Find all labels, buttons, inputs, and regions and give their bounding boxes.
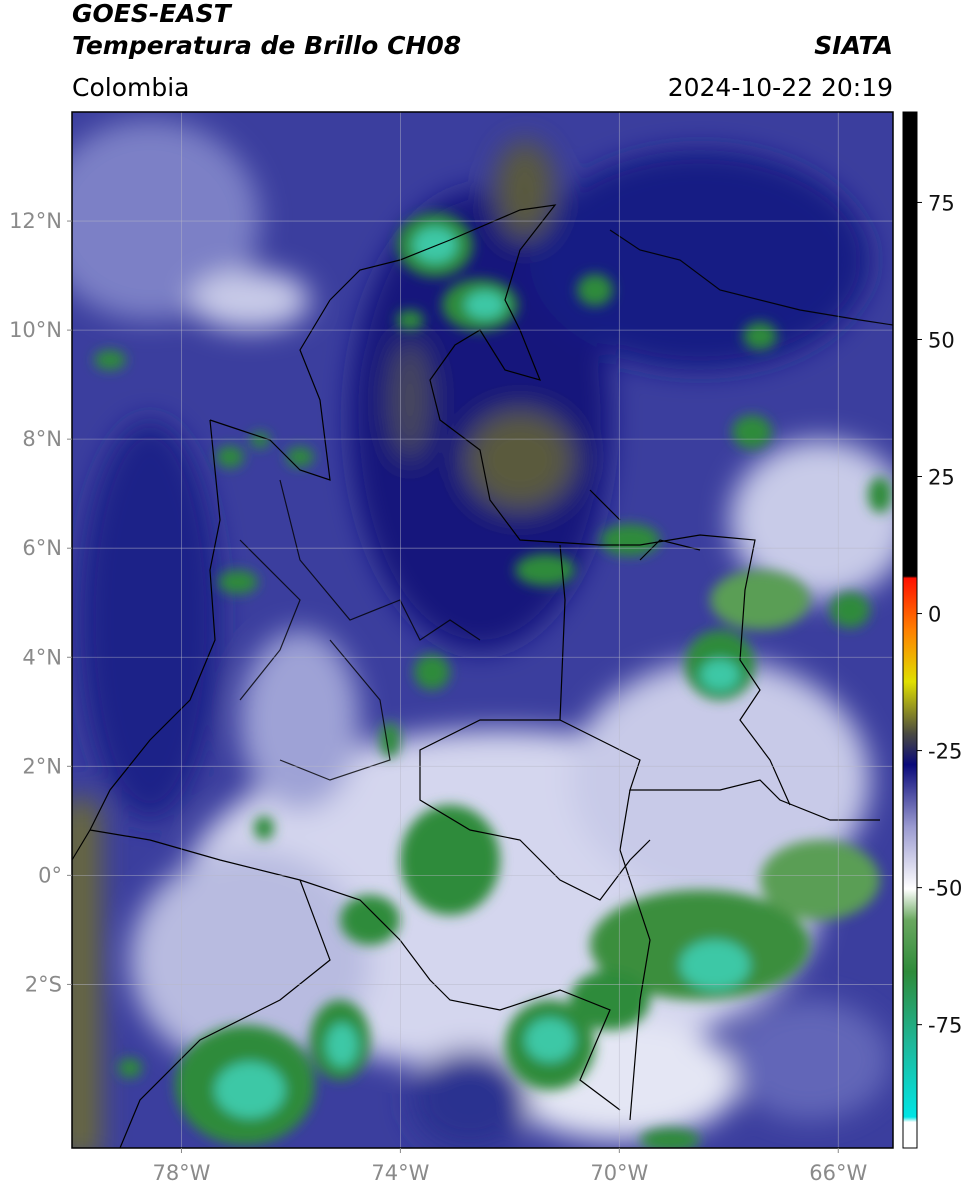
lat-tick-label: 2°S (25, 972, 62, 996)
lon-tick-label: 66°W (809, 1161, 867, 1185)
source: SIATA (814, 31, 893, 60)
lat-tick-label: 12°N (9, 209, 62, 233)
lat-tick-label: 0° (38, 863, 62, 887)
lat-tick-label: 6°N (22, 536, 62, 560)
graticule (72, 112, 893, 1148)
lon-tick-label: 78°W (152, 1161, 210, 1185)
colorbar-tick-label: 0 (928, 603, 941, 627)
lon-tick-label: 70°W (590, 1161, 648, 1185)
map-frame (71, 111, 894, 1149)
colorbar-tick-label: -75 (928, 1014, 962, 1038)
ticks: 12°N 10°N 8°N 6°N 4°N 2°N 0° 2°S 78°W 74°W 70°W 66°… (9, 191, 962, 1185)
lon-tick-label: 74°W (371, 1161, 429, 1185)
title-line-1: GOES-EAST (72, 0, 233, 28)
colorbar-tick-label: -50 (928, 877, 962, 901)
lat-tick-label: 10°N (9, 318, 62, 342)
datetime: 2024-10-22 20:19 (668, 73, 893, 102)
satellite-image (72, 112, 893, 1148)
colorbar-tick-label: 50 (928, 328, 955, 352)
colorbar-tick-label: 75 (928, 191, 955, 215)
lat-tick-label: 8°N (22, 427, 62, 451)
colorbar-tick-label: 25 (928, 466, 955, 490)
colorbar-tick-label: -25 (928, 740, 962, 764)
title-line-2: Temperatura de Brillo CH08 (72, 31, 461, 60)
lat-tick-label: 4°N (22, 645, 62, 669)
borders (72, 204, 893, 1148)
colorbar (902, 111, 918, 1149)
lat-tick-label: 2°N (22, 754, 62, 778)
region: Colombia (72, 73, 189, 102)
